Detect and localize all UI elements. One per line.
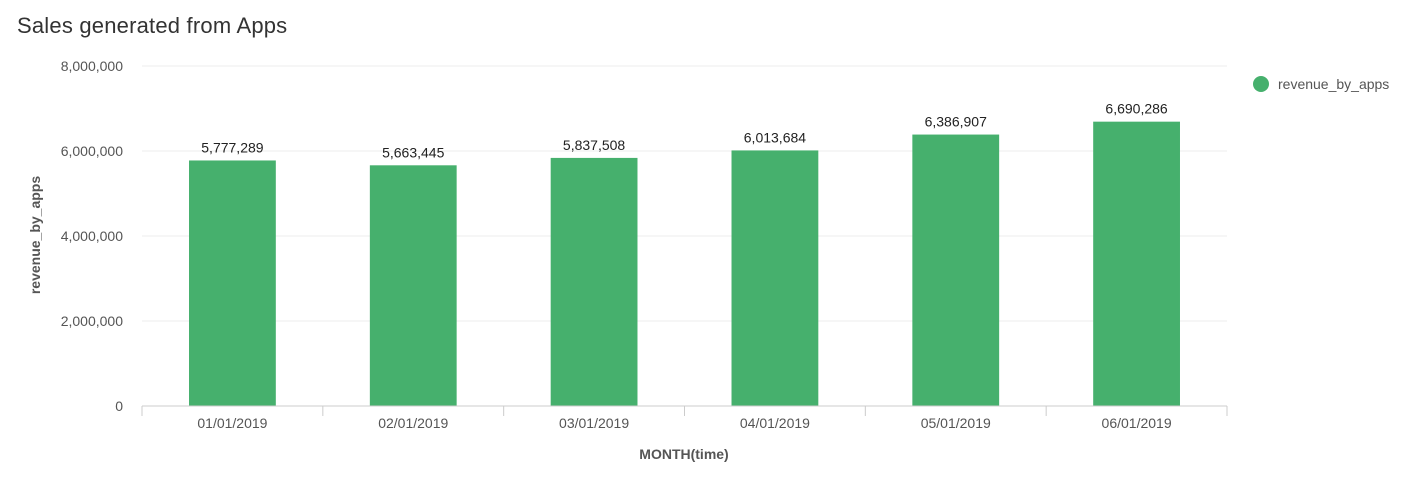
bar-4[interactable] <box>731 150 819 406</box>
chart-title: Sales generated from Apps <box>17 13 288 38</box>
x-tick-labels: 01/01/2019 02/01/2019 03/01/2019 04/01/2019… <box>197 415 1171 431</box>
grid-lines <box>142 65 1227 322</box>
bar-2[interactable] <box>369 165 457 406</box>
bar-value-label: 6,690,286 <box>1105 101 1167 117</box>
y-tick-label: 8,000,000 <box>61 58 123 74</box>
data-labels: 5,777,289 5,663,445 5,837,508 6,013,684 6,38… <box>201 101 1168 161</box>
bars <box>189 121 1180 406</box>
bar-5[interactable] <box>912 134 1000 406</box>
y-axis-title: revenue_by_apps <box>27 176 43 294</box>
bar-6[interactable] <box>1093 121 1180 406</box>
legend[interactable]: revenue_by_apps <box>1253 76 1389 92</box>
x-tick-label: 03/01/2019 <box>559 415 629 431</box>
x-tick-label: 02/01/2019 <box>378 415 448 431</box>
y-tick-label: 0 <box>115 398 123 414</box>
y-tick-label: 4,000,000 <box>61 228 123 244</box>
bar-value-label: 6,013,684 <box>744 129 806 145</box>
y-axis: 0 2,000,000 4,000,000 6,000,000 8,000,000 <box>61 58 124 414</box>
bar-value-label: 6,386,907 <box>925 114 987 130</box>
bar-1[interactable] <box>189 160 276 406</box>
legend-label: revenue_by_apps <box>1278 76 1390 92</box>
x-axis <box>141 405 1228 416</box>
x-tick-label: 04/01/2019 <box>740 415 810 431</box>
x-tick-label: 06/01/2019 <box>1102 415 1172 431</box>
bar-3[interactable] <box>550 157 638 406</box>
x-tick-label: 01/01/2019 <box>197 415 267 431</box>
legend-dot-icon <box>1253 76 1269 92</box>
bar-value-label: 5,777,289 <box>201 139 263 155</box>
y-tick-label: 2,000,000 <box>61 313 123 329</box>
x-tick-label: 05/01/2019 <box>921 415 991 431</box>
bar-value-label: 5,663,445 <box>382 144 444 160</box>
y-tick-label: 6,000,000 <box>61 143 123 159</box>
bar-value-label: 5,837,508 <box>563 137 625 153</box>
x-axis-title: MONTH(time) <box>639 446 728 462</box>
